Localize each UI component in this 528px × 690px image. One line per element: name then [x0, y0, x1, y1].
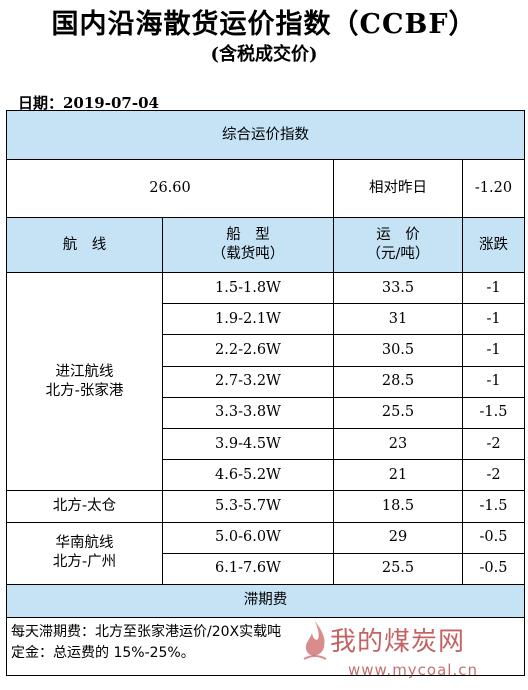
ship-cell: 1.9-2.1W: [162, 303, 334, 336]
price-cell: 21: [333, 459, 463, 492]
demurrage-text-row: 每天滞期费：北方至张家港运价/20X实载吨 定金：总运费的 15%-25%。: [6, 616, 525, 676]
watermark: 我的煤炭网 www.mycoal.cn: [300, 615, 520, 685]
change-cell: -2: [462, 459, 525, 492]
price-cell: 31: [333, 303, 463, 336]
route-cell: 进江航线北方-张家港: [6, 271, 163, 492]
route-column-header: 航 线: [6, 217, 163, 273]
table-row: 2.7-3.2W 28.5 -1: [7, 365, 525, 398]
price-cell: 30.5: [333, 334, 463, 367]
column-header-row: 航 线 船 型 （载货吨） 运 价 （元/吨） 涨跌: [6, 217, 525, 273]
table-row: 6.1-7.6W 25.5 -0.5: [7, 552, 525, 585]
route-line2: 北方-广州: [52, 554, 117, 571]
table-row: 4.6-5.2W 21 -2: [7, 459, 525, 492]
compare-label: 相对昨日: [333, 159, 463, 218]
table-row: 北方-太仓 5.3-5.7W 18.5 -1.5: [6, 490, 525, 523]
date-label: 日期：2019-07-04: [18, 94, 159, 112]
price-cell: 33.5: [333, 271, 463, 305]
price-cell: 23: [333, 427, 463, 461]
change-cell: -1.5: [462, 490, 525, 523]
ship-cell: 4.6-5.2W: [162, 459, 334, 492]
price-column-header: 运 价 （元/吨）: [333, 217, 463, 273]
price-cell: 29: [333, 521, 463, 554]
table-row: 3.3-3.8W 25.5 -1.5: [7, 396, 525, 429]
composite-value: 26.60: [6, 159, 334, 218]
ship-cell: 5.3-5.7W: [162, 490, 334, 523]
price-header-line2: （元/吨）: [366, 246, 430, 262]
composite-header-row: 综合运价指数: [6, 110, 525, 160]
composite-value-row: 26.60 相对昨日 -1.20: [6, 159, 525, 218]
ship-cell: 2.7-3.2W: [162, 365, 334, 398]
route-cell: 北方-太仓: [6, 490, 163, 523]
table-row: 2.2-2.6W 30.5 -1: [7, 334, 525, 367]
table-row: 华南航线 北方-广州 5.0-6.0W 29 -0.5: [6, 521, 525, 585]
demurrage-line2: 定金：总运费的 15%-25%。: [11, 644, 195, 661]
change-cell: -1.5: [462, 396, 525, 429]
table-row: 进江航线 北方-张家港 1.5-1.8W 33.5 -1: [6, 271, 525, 492]
price-header-line1: 运 价: [376, 227, 420, 244]
composite-header: 综合运价指数: [6, 110, 525, 160]
ship-cell: 2.2-2.6W: [162, 334, 334, 367]
change-cell: -1: [462, 303, 525, 336]
price-cell: 28.5: [333, 365, 463, 398]
ship-cell: 6.1-7.6W: [162, 552, 334, 585]
ship-cell: 1.5-1.8W: [162, 271, 334, 305]
change-header-text: 涨跌: [479, 236, 508, 253]
change-cell: -2: [462, 427, 525, 461]
route-line1: 进江航线: [55, 363, 114, 380]
table-row: 1.9-2.1W 31 -1: [7, 303, 525, 336]
demurrage-header-row: 滞期费: [6, 583, 525, 618]
price-cell: 18.5: [333, 490, 463, 523]
demurrage-line1: 每天滞期费：北方至张家港运价/20X实载吨: [11, 623, 282, 640]
ship-header-line2: （载货吨）: [211, 246, 285, 262]
change-cell: -0.5: [462, 521, 525, 554]
change-column-header: 涨跌: [462, 217, 525, 273]
change-cell: -0.5: [462, 552, 525, 585]
demurrage-text: 每天滞期费：北方至张家港运价/20X实载吨 定金：总运费的 15%-25%。: [6, 616, 525, 676]
route-line2: 北方-张家港: [45, 382, 124, 399]
route-line1: 北方-太仓: [52, 497, 117, 514]
watermark-text: 我的煤炭网: [330, 627, 466, 657]
price-cell: 25.5: [333, 396, 463, 429]
ship-cell: 5.0-6.0W: [162, 521, 334, 554]
ship-column-header: 船 型 （载货吨）: [162, 217, 334, 273]
page-subtitle: (含税成交价): [210, 44, 318, 65]
route-line1: 华南航线: [55, 535, 114, 552]
ship-header-line1: 船 型: [226, 227, 270, 244]
price-cell: 25.5: [333, 552, 463, 585]
ship-cell: 3.9-4.5W: [162, 427, 334, 461]
change-cell: -1: [462, 365, 525, 398]
page-title: 国内沿海散货运价指数（CCBF）: [51, 9, 477, 40]
freight-index-table: 综合运价指数 26.60 相对昨日 -1.20 航 线 船 型 （载货吨） 运 …: [6, 110, 525, 676]
change-cell: -1: [462, 271, 525, 305]
change-cell: -1: [462, 334, 525, 367]
flame-logo-icon: [303, 621, 327, 660]
watermark-url: www.mycoal.cn: [348, 661, 478, 679]
route-cell: 华南航线北方-广州: [6, 521, 163, 585]
ship-cell: 3.3-3.8W: [162, 396, 334, 429]
demurrage-header: 滞期费: [6, 583, 525, 618]
composite-change: -1.20: [462, 159, 525, 218]
route-header-text: 航 线: [62, 236, 107, 253]
